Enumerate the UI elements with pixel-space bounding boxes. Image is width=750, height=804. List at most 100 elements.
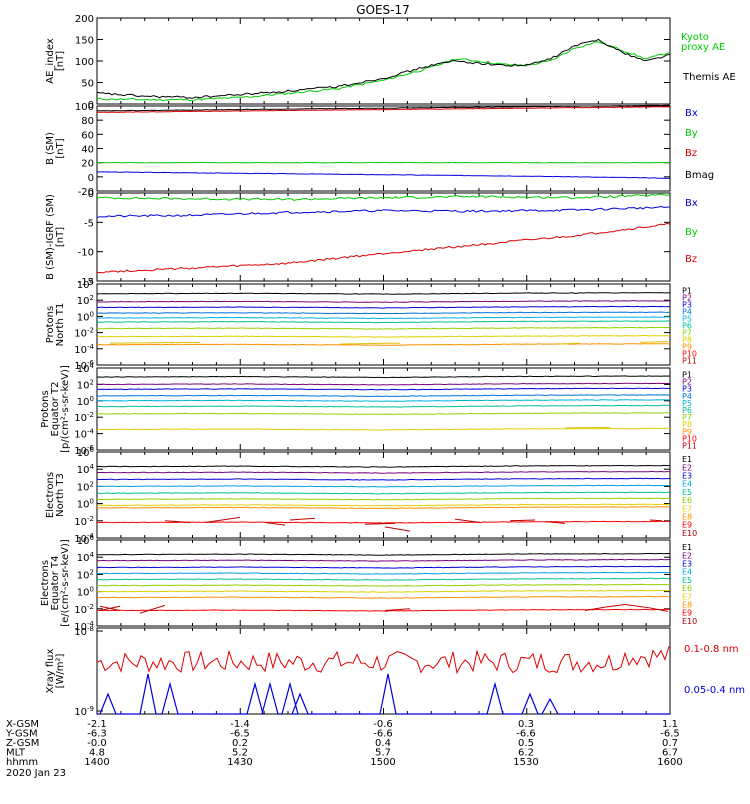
channel-line-e3 (97, 478, 670, 480)
y-tick-label: 20 (81, 159, 94, 170)
channel-line-p9 (97, 344, 670, 346)
channel-line-e7 (97, 590, 670, 592)
series-line-bx (97, 172, 670, 179)
channel-line-e4 (97, 572, 670, 574)
channel-line-e1 (97, 465, 670, 467)
series-line-kyoto-proxy-ae (97, 42, 670, 101)
channel-line-p4 (97, 312, 670, 314)
channel-line-p8 (97, 428, 670, 430)
legend-kyoto-label-line2: proxy AE (681, 42, 725, 53)
channel-line-e6 (97, 498, 670, 500)
y-tick-label: 40 (81, 145, 94, 156)
y-tick-label: 100 (77, 498, 94, 511)
y-tick-label: 100 (75, 57, 94, 68)
y-tick-label: 10-4 (74, 428, 94, 441)
y-tick-label: 100 (77, 586, 94, 599)
legend-p11: P11 (682, 441, 697, 450)
panel-frame (97, 368, 670, 450)
channel-line-p3 (97, 388, 670, 390)
y-tick-label: 100 (75, 102, 94, 113)
legend-p11: P11 (682, 357, 697, 366)
legend-bx: Bx (685, 198, 698, 209)
y-tick-label: 106 (77, 534, 95, 547)
y-tick-label: 80 (81, 116, 94, 127)
legend-bz: Bz (685, 148, 697, 159)
channel-line-e5 (97, 578, 670, 580)
y-axis-label: [nT] (55, 51, 66, 71)
channel-line-p1 (97, 376, 670, 378)
channel-line-e8 (97, 596, 670, 598)
legend-xray-long: 0.1-0.8 nm (684, 644, 739, 655)
y-tick-label: 102 (77, 294, 94, 307)
y-tick-label: 102 (77, 378, 94, 391)
channel-segment (625, 605, 650, 608)
channel-segment (290, 518, 315, 520)
channel-line-p1 (97, 293, 670, 295)
channel-line-p4 (97, 395, 670, 397)
channel-segment (110, 342, 200, 343)
series-line-bx (97, 206, 670, 217)
y-tick-label: 0 (88, 173, 94, 184)
series-line-themis-ae (97, 39, 670, 98)
panel-frame (97, 106, 670, 191)
channel-line-p7 (97, 413, 670, 415)
x-tick-label: 1600 (657, 757, 682, 768)
channel-segment (385, 527, 410, 531)
channel-line-p5 (97, 400, 670, 402)
channel-line-e5 (97, 492, 670, 494)
x-tick-label: 1400 (84, 757, 109, 768)
legend-by: By (685, 128, 698, 139)
channel-segment (650, 520, 662, 521)
y-tick-label: 200 (75, 14, 94, 25)
panel-frame (97, 18, 670, 104)
y-tick-label: -5 (84, 218, 94, 229)
y-tick-label: 100 (77, 395, 94, 408)
y-tick-label: 106 (77, 446, 95, 459)
y-axis-label: North T3 (55, 473, 66, 517)
channel-line-e2 (97, 471, 670, 473)
channel-segment (365, 523, 395, 524)
channel-line-e1 (97, 554, 670, 556)
channel-line-e3 (97, 566, 670, 568)
channel-line-p6 (97, 405, 670, 407)
y-tick-label: 104 (77, 463, 95, 476)
x-tick-label: 1500 (370, 757, 395, 768)
channel-line-p3 (97, 306, 670, 308)
legend-xray-short: 0.05-0.4 nm (684, 685, 745, 696)
panel-frame (97, 628, 670, 714)
y-tick-label: 104 (77, 278, 95, 291)
legend-by: By (685, 227, 698, 238)
y-axis-label: [p/(cm²-s-sr-keV)] (60, 365, 71, 453)
channel-line-p7 (97, 327, 670, 329)
y-tick-label: 60 (81, 130, 94, 141)
series-line-xray-long (97, 647, 669, 673)
channel-line-p2 (97, 301, 670, 303)
y-axis-label: [W/m²] (55, 653, 66, 688)
y-axis-label: North T1 (55, 303, 66, 347)
channel-segment (265, 523, 285, 526)
legend-bx: Bx (685, 108, 698, 119)
x-row-label: hhmm (6, 757, 38, 768)
channel-line-p6 (97, 321, 670, 323)
channel-line-e4 (97, 485, 670, 487)
y-tick-label: 150 (75, 36, 94, 47)
y-tick-label: 10-2 (74, 603, 94, 616)
channel-line-e8 (97, 507, 670, 509)
channel-line-p5 (97, 317, 670, 319)
legend-e10: E10 (682, 617, 697, 626)
y-tick-label: 102 (77, 568, 94, 581)
y-tick-label: 10-4 (74, 343, 94, 356)
channel-segment (385, 609, 410, 611)
panel-frame (97, 452, 670, 538)
y-tick-label: 102 (77, 480, 94, 493)
